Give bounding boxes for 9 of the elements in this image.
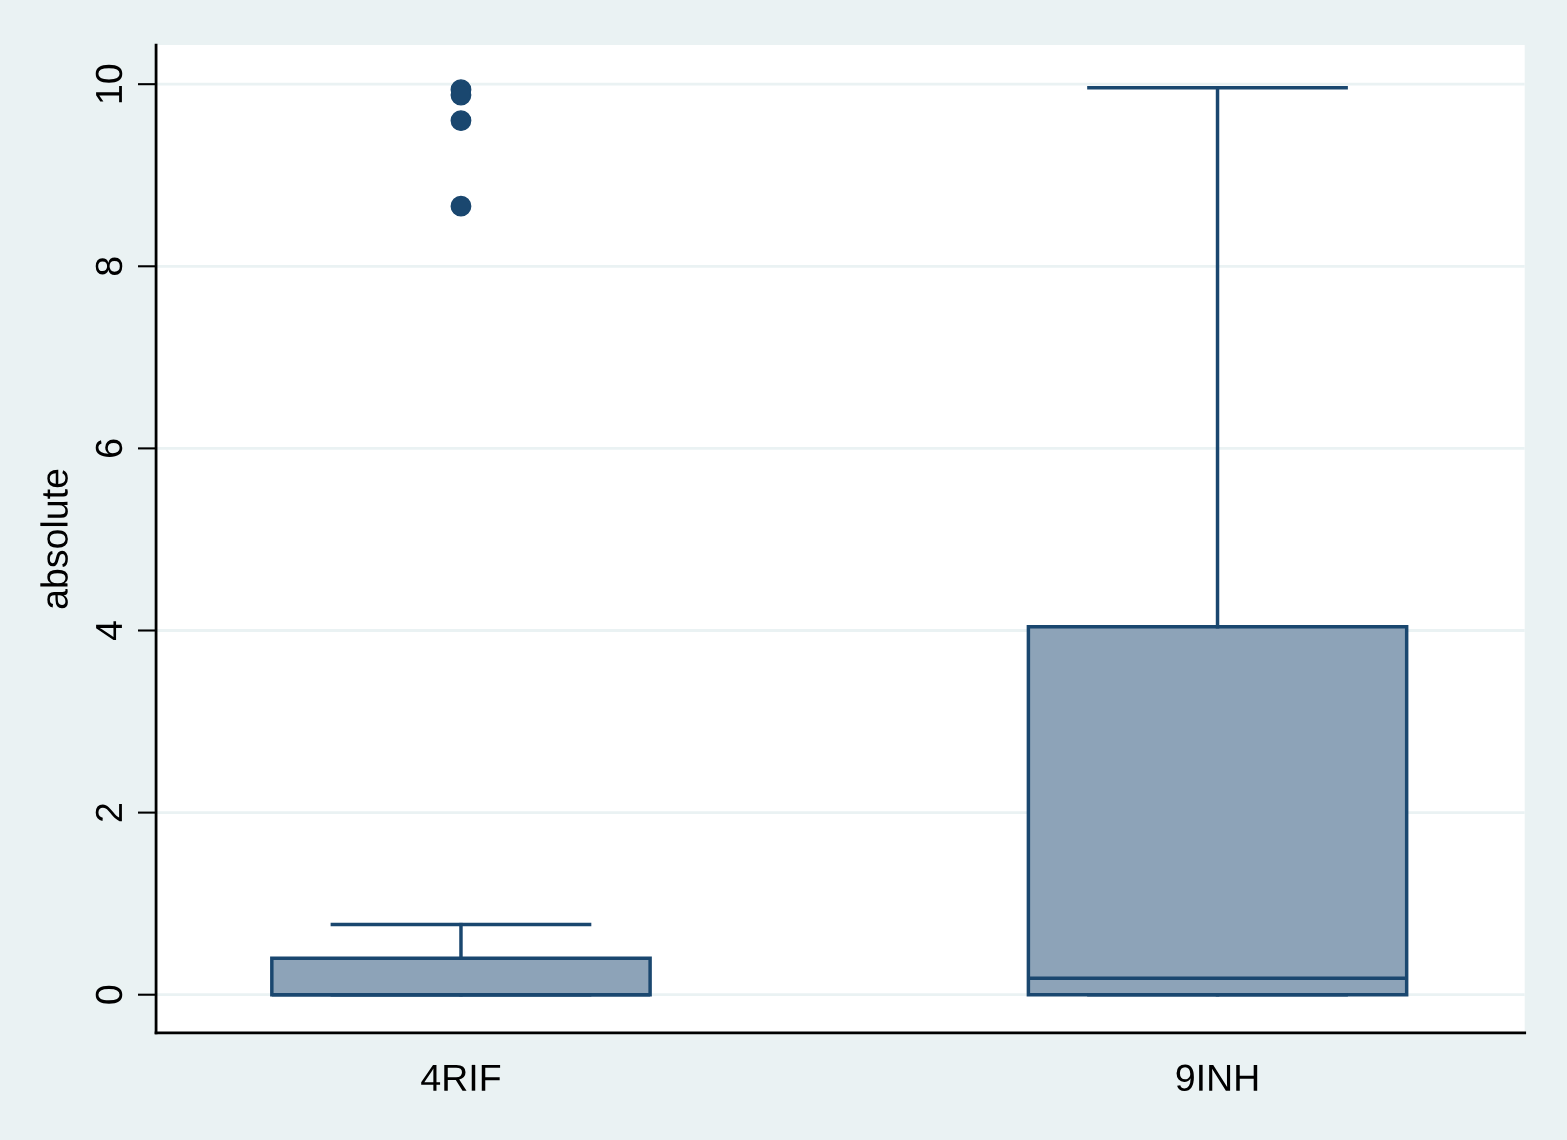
- x-tick-label: 9INH: [1176, 1064, 1258, 1092]
- y-axis-title: absolute: [40, 469, 68, 609]
- y-tick-label: 8: [95, 257, 123, 276]
- y-tick-label: 2: [95, 804, 122, 822]
- y-tick-label: 6: [95, 439, 123, 457]
- y-tick-label: 4: [96, 621, 122, 641]
- y-tick-label: 10: [95, 64, 123, 103]
- x-tick-label: 4RIF: [421, 1064, 501, 1091]
- y-tick-label: 0: [95, 985, 123, 1004]
